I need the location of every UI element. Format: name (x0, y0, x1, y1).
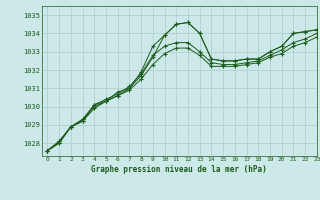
X-axis label: Graphe pression niveau de la mer (hPa): Graphe pression niveau de la mer (hPa) (91, 165, 267, 174)
